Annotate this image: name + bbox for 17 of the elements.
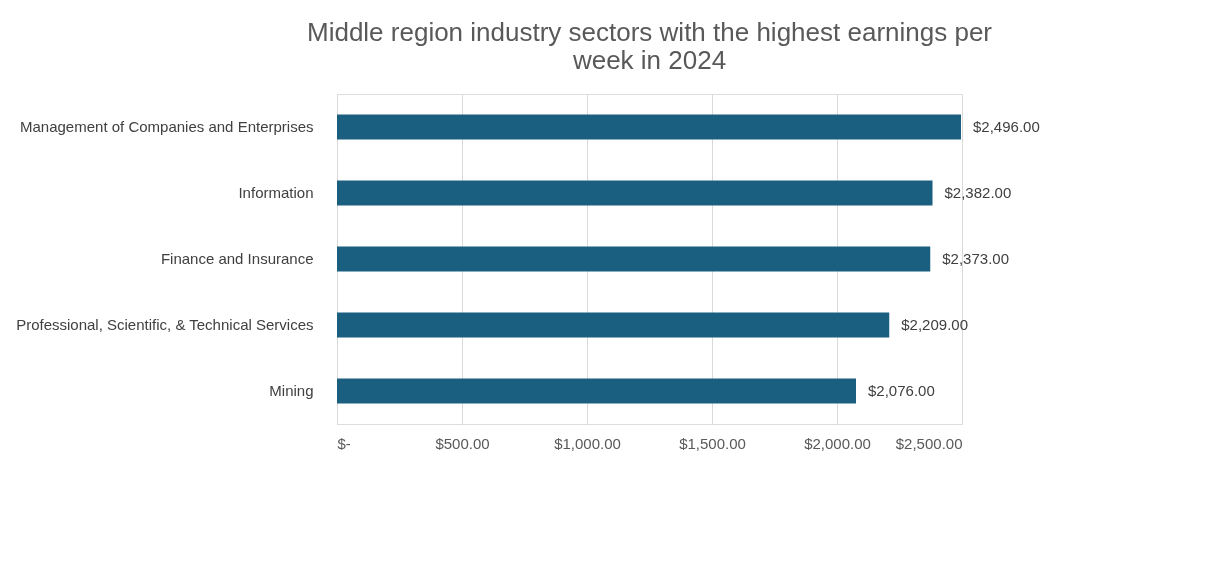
y-tick-label: Management of Companies and Enterprises bbox=[20, 118, 314, 135]
data-label: $2,209.00 bbox=[901, 316, 968, 333]
data-label: $2,496.00 bbox=[973, 118, 1040, 135]
y-tick-label: Information bbox=[238, 184, 314, 201]
x-tick-label: $500.00 bbox=[435, 434, 490, 452]
data-label: $2,076.00 bbox=[868, 382, 935, 399]
data-label: $2,382.00 bbox=[944, 184, 1012, 201]
x-tick-label: $2,500.00 bbox=[895, 434, 963, 452]
chart-title: Middle region industry sectors with the highest earnings per week in 2024 bbox=[306, 17, 993, 75]
y-tick-label: Finance and Insurance bbox=[160, 250, 314, 267]
y-tick-label: Mining bbox=[269, 382, 314, 399]
x-tick-label: $1,500.00 bbox=[679, 434, 746, 452]
y-tick-label: Professional, Scientific, & Technical Services bbox=[16, 316, 314, 333]
x-tick-label: $- bbox=[337, 434, 351, 452]
x-tick-label: $2,000.00 bbox=[804, 434, 871, 452]
data-label: $2,373.00 bbox=[942, 250, 1009, 267]
x-tick-label: $1,000.00 bbox=[554, 434, 621, 452]
